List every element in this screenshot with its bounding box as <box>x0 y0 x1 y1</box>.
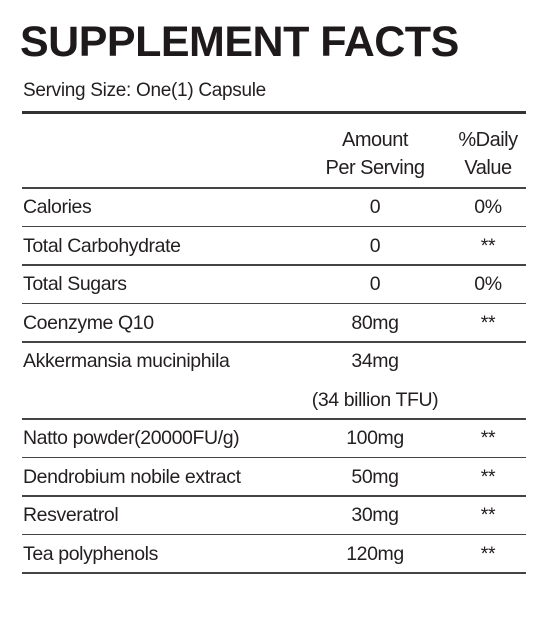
serving-size: Serving Size: One(1) Capsule <box>23 80 266 101</box>
row-daily-value: ** <box>480 465 496 488</box>
header-line: Per Serving <box>325 157 426 179</box>
row-amount: 100mg <box>346 427 404 449</box>
header-line: Value <box>464 157 512 179</box>
row-amount: 0 <box>369 234 381 257</box>
header-line: Amount <box>342 129 408 151</box>
row-name: Natto powder(20000FU/g) <box>23 427 240 449</box>
row-amount: 50mg <box>351 465 399 488</box>
row-amount: 30mg <box>351 504 399 526</box>
row-name: Akkermansia muciniphila <box>23 350 230 372</box>
amount-header: Amount Per Serving <box>305 126 445 182</box>
row-name: Coenzyme Q10 <box>23 311 154 334</box>
thick-rule <box>22 111 526 114</box>
row-name: Total Sugars <box>23 273 127 295</box>
row-daily-value: ** <box>480 504 496 526</box>
row-daily-value: ** <box>480 311 496 334</box>
rule <box>22 264 526 266</box>
row-daily-value: 0% <box>474 273 502 295</box>
rule <box>22 456 526 458</box>
rule <box>22 572 526 574</box>
rule <box>22 495 526 497</box>
row-name: Dendrobium nobile extract <box>23 465 241 488</box>
row-amount: 34mg <box>351 350 399 372</box>
rule <box>22 225 526 227</box>
row-name: Total Carbohydrate <box>23 234 181 257</box>
header-line: %Daily <box>458 129 518 151</box>
row-amount: 0 <box>369 273 381 295</box>
row-daily-value: 0% <box>474 196 502 218</box>
row-amount: 120mg <box>346 542 404 565</box>
rule <box>22 418 526 420</box>
row-note: (34 billion TFU) <box>311 389 439 411</box>
rule <box>22 533 526 535</box>
rule <box>22 187 526 189</box>
row-name: Calories <box>23 196 92 218</box>
row-name: Resveratrol <box>23 504 119 526</box>
rule <box>22 302 526 304</box>
title: SUPPLEMENT FACTS <box>20 18 459 66</box>
rule <box>22 341 526 343</box>
row-name: Tea polyphenols <box>23 542 158 565</box>
row-daily-value: ** <box>480 427 496 449</box>
row-amount: 0 <box>369 196 381 218</box>
daily-value-header: %Daily Value <box>448 126 528 182</box>
row-amount: 80mg <box>351 311 399 334</box>
row-daily-value: ** <box>480 542 496 565</box>
row-daily-value: ** <box>480 234 496 257</box>
